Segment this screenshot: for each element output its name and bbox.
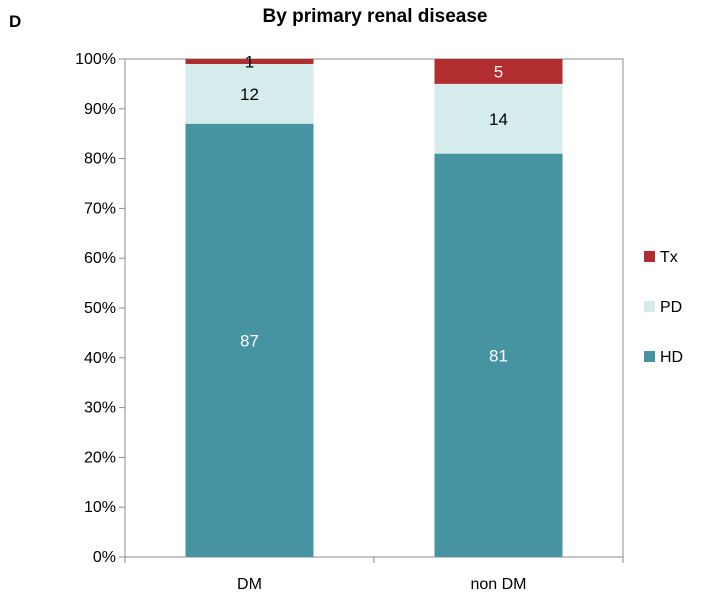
data-label: 5 xyxy=(494,62,503,81)
bar-segment-pd xyxy=(185,63,314,124)
legend-label-tx: Tx xyxy=(660,249,678,266)
bar-segment-tx xyxy=(185,59,314,64)
data-label: 81 xyxy=(489,346,508,365)
y-tick-label: 40% xyxy=(84,350,116,367)
bar-segment-tx xyxy=(434,59,563,84)
bar-segment-pd xyxy=(434,83,563,154)
legend: Tx PD HD xyxy=(644,249,683,366)
y-axis: 0% 10% 20% 30% 40% 50% 60% 70% 80% 90% 100% xyxy=(75,51,126,566)
y-tick-label: 60% xyxy=(84,250,116,267)
y-tick-label: 100% xyxy=(75,51,116,68)
panel-letter: D xyxy=(9,12,22,31)
y-tick-label: 50% xyxy=(84,300,116,317)
data-label: 12 xyxy=(240,85,259,104)
x-axis: DM non DM xyxy=(124,556,624,593)
data-label: 87 xyxy=(240,331,259,350)
y-tick-label: 30% xyxy=(84,400,116,417)
bars: 87 12 1 81 14 5 xyxy=(185,52,563,558)
data-label: 14 xyxy=(489,110,508,129)
legend-swatch-pd xyxy=(644,301,655,312)
y-tick-label: 20% xyxy=(84,449,116,466)
y-tick-label: 80% xyxy=(84,151,116,168)
x-tick-label: DM xyxy=(237,576,262,593)
y-tick-label: 90% xyxy=(84,101,116,118)
bar-segment-hd xyxy=(434,153,563,557)
y-tick-label: 0% xyxy=(93,549,116,566)
legend-label-pd: PD xyxy=(660,299,682,316)
chart-title: By primary renal disease xyxy=(262,6,488,27)
legend-swatch-tx xyxy=(644,251,655,262)
legend-label-hd: HD xyxy=(660,349,683,366)
legend-swatch-hd xyxy=(644,351,655,362)
y-tick-label: 70% xyxy=(84,200,116,217)
data-label: 1 xyxy=(245,52,254,71)
x-tick-label: non DM xyxy=(470,576,526,593)
bar-segment-hd xyxy=(185,123,314,558)
y-tick-label: 10% xyxy=(84,499,116,516)
